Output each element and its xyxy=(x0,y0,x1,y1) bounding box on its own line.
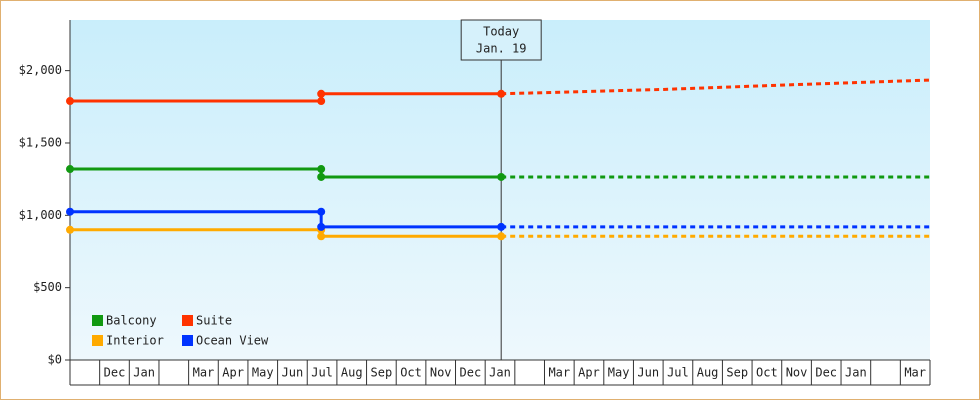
price-point xyxy=(317,172,326,181)
x-tick-label: Jul xyxy=(667,366,689,380)
price-point xyxy=(497,172,506,181)
x-tick-label: Mar xyxy=(904,366,926,380)
y-tick-label: $2,000 xyxy=(19,63,62,77)
x-tick-label: Dec xyxy=(460,366,482,380)
price-point xyxy=(497,232,506,241)
x-tick-label: Nov xyxy=(786,366,808,380)
x-tick-label: May xyxy=(608,366,630,380)
price-point xyxy=(497,222,506,231)
legend-swatch xyxy=(92,315,103,326)
price-line xyxy=(70,210,502,229)
price-point xyxy=(317,165,326,174)
x-tick-label: Oct xyxy=(756,366,778,380)
x-tick-label: Sep xyxy=(726,366,748,380)
legend-label: Ocean View xyxy=(196,334,269,348)
price-point xyxy=(66,165,74,174)
price-point xyxy=(317,97,326,106)
x-tick-label: Dec xyxy=(815,366,837,380)
x-tick-label: Jan xyxy=(489,366,511,380)
x-tick-label: Aug xyxy=(341,366,363,380)
x-tick-label: Jan xyxy=(845,366,867,380)
x-tick-label: Mar xyxy=(193,366,215,380)
price-point xyxy=(317,89,326,98)
plot-area xyxy=(70,20,930,360)
x-tick-label: May xyxy=(252,366,274,380)
x-tick-label: Mar xyxy=(548,366,570,380)
price-point xyxy=(66,225,74,234)
legend-label: Suite xyxy=(196,314,232,328)
x-tick-label: Apr xyxy=(222,366,244,380)
y-tick-label: $1,000 xyxy=(19,208,62,222)
today-box xyxy=(460,19,542,61)
legend-label: Balcony xyxy=(106,314,157,328)
y-tick-label: $0 xyxy=(48,353,62,367)
price-point xyxy=(66,207,74,216)
price-point xyxy=(497,89,506,98)
x-tick-label: Jan xyxy=(133,366,155,380)
x-tick-label: Jun xyxy=(282,366,304,380)
x-tick-label: Aug xyxy=(697,366,719,380)
legend-swatch xyxy=(92,335,103,346)
today-label: Today xyxy=(483,25,519,39)
today-label: Jan. 19 xyxy=(476,42,527,56)
legend-swatch xyxy=(182,335,193,346)
legend-swatch xyxy=(182,315,193,326)
forecast-line xyxy=(501,78,931,96)
price-point xyxy=(317,222,326,231)
price-point xyxy=(66,97,74,106)
x-tick-label: Jul xyxy=(311,366,333,380)
x-tick-label: Jun xyxy=(637,366,659,380)
x-tick-label: Oct xyxy=(400,366,422,380)
x-tick-label: Nov xyxy=(430,366,452,380)
x-tick-label: Dec xyxy=(104,366,126,380)
price-point xyxy=(317,207,326,216)
x-tick-label: Apr xyxy=(578,366,600,380)
price-point xyxy=(317,232,326,241)
y-tick-label: $1,500 xyxy=(19,135,62,149)
y-tick-label: $500 xyxy=(33,280,62,294)
legend-label: Interior xyxy=(106,334,164,348)
x-tick-label: Sep xyxy=(371,366,393,380)
